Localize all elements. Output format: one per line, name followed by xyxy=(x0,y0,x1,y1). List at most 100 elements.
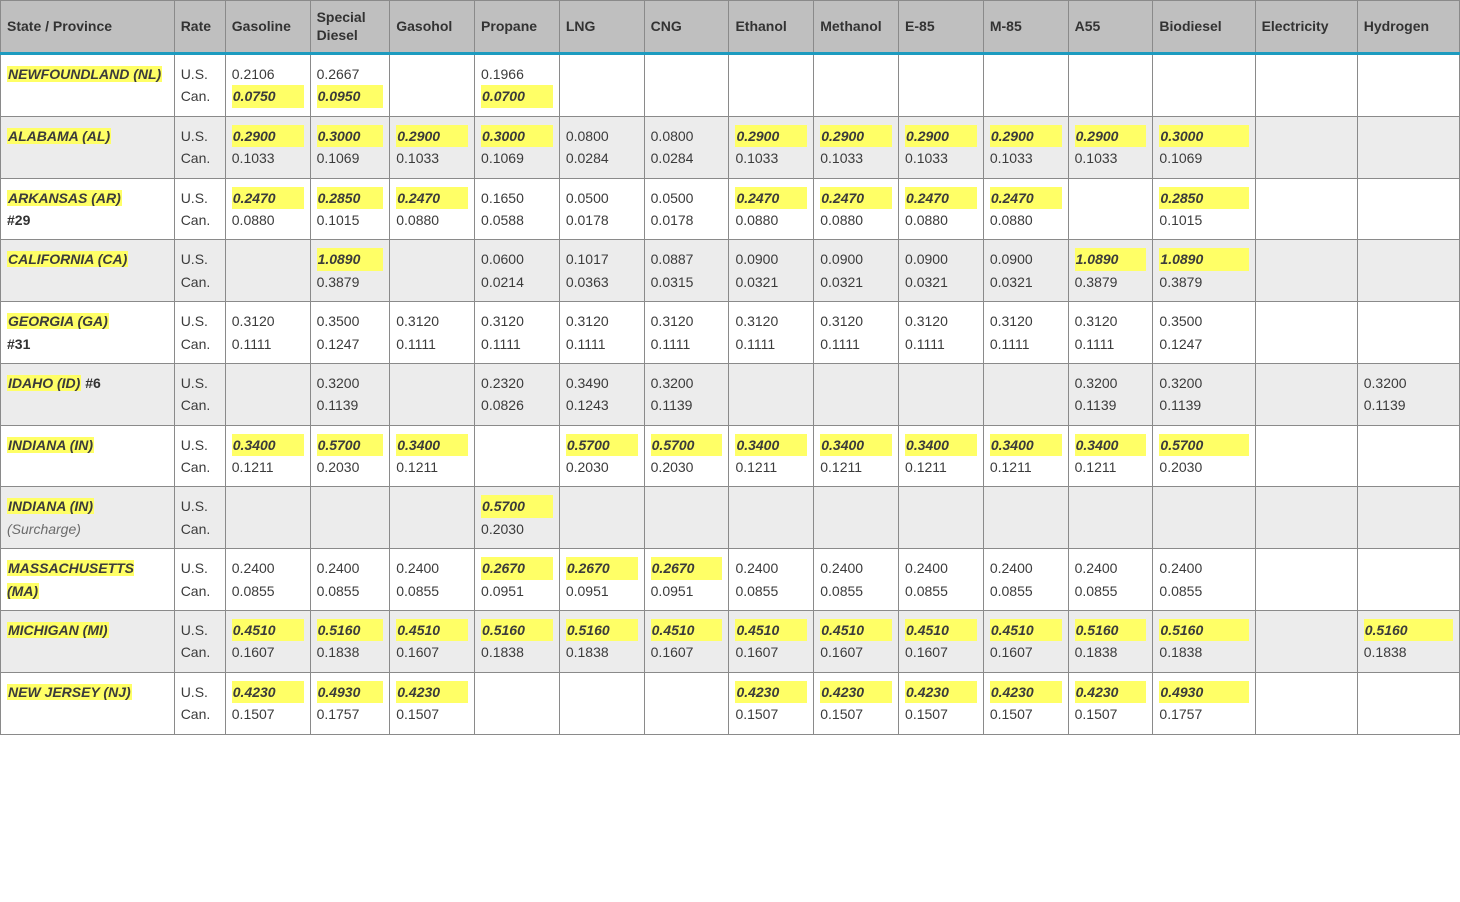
value-can: 0.2030 xyxy=(566,456,638,478)
fuel-cell-electricity xyxy=(1255,116,1357,178)
fuel-cell-gasoline: 0.21060.0750 xyxy=(225,54,310,117)
fuel-cell-methanol xyxy=(814,363,899,425)
fuel-cell-methanol: 0.09000.0321 xyxy=(814,240,899,302)
fuel-cell-m85: 0.09000.0321 xyxy=(983,240,1068,302)
rate-can-label: Can. xyxy=(181,703,219,725)
value-can: 0.0880 xyxy=(820,209,892,231)
value-us: 0.0500 xyxy=(566,187,638,209)
table-row: INDIANA (IN)U.S.Can.0.34000.12110.57000.… xyxy=(1,425,1460,487)
fuel-cell-gasohol: 0.24700.0880 xyxy=(390,178,475,240)
state-cell: IDAHO (ID) #6 xyxy=(1,363,175,425)
value-can: 0.1139 xyxy=(651,394,723,416)
fuel-cell-a55 xyxy=(1068,54,1153,117)
fuel-cell-a55: 0.51600.1838 xyxy=(1068,611,1153,673)
value-can: 0.0284 xyxy=(651,147,723,169)
value-can: 0.1838 xyxy=(566,641,638,663)
rate-cell: U.S.Can. xyxy=(174,611,225,673)
rate-us-label: U.S. xyxy=(181,63,219,85)
rate-cell: U.S.Can. xyxy=(174,549,225,611)
col-gasohol: Gasohol xyxy=(390,1,475,54)
fuel-cell-cng xyxy=(644,54,729,117)
value-us: 0.2400 xyxy=(905,557,977,579)
rate-can-label: Can. xyxy=(181,394,219,416)
fuel-cell-biodiesel: 1.08900.3879 xyxy=(1153,240,1255,302)
rate-us-label: U.S. xyxy=(181,619,219,641)
rate-us-label: U.S. xyxy=(181,557,219,579)
fuel-cell-a55: 0.34000.1211 xyxy=(1068,425,1153,487)
value-can: 0.1069 xyxy=(481,147,553,169)
fuel-cell-hydrogen xyxy=(1357,302,1459,364)
fuel-cell-cng: 0.26700.0951 xyxy=(644,549,729,611)
fuel-cell-gasoline xyxy=(225,363,310,425)
value-us: 0.3400 xyxy=(820,434,892,456)
value-can: 0.1211 xyxy=(820,456,892,478)
col-a55: A55 xyxy=(1068,1,1153,54)
fuel-cell-methanol: 0.24700.0880 xyxy=(814,178,899,240)
state-name: GEORGIA (GA) xyxy=(7,313,109,329)
value-can: 0.1111 xyxy=(396,333,468,355)
value-us: 0.5160 xyxy=(1159,619,1248,641)
value-us: 0.0800 xyxy=(651,125,723,147)
fuel-cell-lng: 0.51600.1838 xyxy=(559,611,644,673)
value-can: 0.1069 xyxy=(1159,147,1248,169)
value-can: 0.1033 xyxy=(232,147,304,169)
value-us: 0.5160 xyxy=(566,619,638,641)
value-us: 0.2900 xyxy=(1075,125,1147,147)
value-us: 0.5160 xyxy=(317,619,384,641)
rate-us-label: U.S. xyxy=(181,434,219,456)
state-extra: #6 xyxy=(85,375,101,391)
value-can: 0.1507 xyxy=(735,703,807,725)
value-can: 0.0855 xyxy=(232,580,304,602)
fuel-cell-gasoline: 0.45100.1607 xyxy=(225,611,310,673)
fuel-cell-gasohol xyxy=(390,363,475,425)
value-can: 0.1247 xyxy=(317,333,384,355)
fuel-cell-m85: 0.34000.1211 xyxy=(983,425,1068,487)
table-row: NEWFOUNDLAND (NL)U.S.Can.0.21060.07500.2… xyxy=(1,54,1460,117)
value-can: 0.2030 xyxy=(651,456,723,478)
value-us: 0.4510 xyxy=(651,619,723,641)
value-us: 0.4510 xyxy=(232,619,304,641)
value-us: 0.4510 xyxy=(990,619,1062,641)
value-can: 0.1033 xyxy=(1075,147,1147,169)
value-can: 0.1211 xyxy=(990,456,1062,478)
fuel-cell-a55: 0.24000.0855 xyxy=(1068,549,1153,611)
value-can: 0.0855 xyxy=(396,580,468,602)
value-can: 0.1015 xyxy=(1159,209,1248,231)
value-us: 0.3120 xyxy=(990,310,1062,332)
fuel-cell-e85 xyxy=(899,487,984,549)
rate-can-label: Can. xyxy=(181,580,219,602)
table-row: MASSACHUSETTS (MA)U.S.Can.0.24000.08550.… xyxy=(1,549,1460,611)
fuel-cell-methanol: 0.42300.1507 xyxy=(814,672,899,734)
fuel-cell-hydrogen xyxy=(1357,672,1459,734)
value-can: 0.2030 xyxy=(481,518,553,540)
rate-us-label: U.S. xyxy=(181,681,219,703)
value-us: 0.0887 xyxy=(651,248,723,270)
fuel-cell-biodiesel: 0.28500.1015 xyxy=(1153,178,1255,240)
value-us: 0.5160 xyxy=(481,619,553,641)
rate-cell: U.S.Can. xyxy=(174,240,225,302)
value-us: 1.0890 xyxy=(317,248,384,270)
state-extra: #31 xyxy=(7,336,30,352)
fuel-cell-spdiesel: 0.57000.2030 xyxy=(310,425,390,487)
value-can: 0.1607 xyxy=(396,641,468,663)
value-us: 0.2667 xyxy=(317,63,384,85)
value-can: 0.1607 xyxy=(735,641,807,663)
fuel-cell-cng: 0.32000.1139 xyxy=(644,363,729,425)
value-can: 0.0855 xyxy=(317,580,384,602)
col-spdiesel: Special Diesel xyxy=(310,1,390,54)
value-us: 0.2400 xyxy=(990,557,1062,579)
fuel-cell-a55: 0.31200.1111 xyxy=(1068,302,1153,364)
fuel-cell-a55 xyxy=(1068,487,1153,549)
fuel-cell-e85: 0.24000.0855 xyxy=(899,549,984,611)
fuel-cell-cng: 0.31200.1111 xyxy=(644,302,729,364)
fuel-cell-electricity xyxy=(1255,672,1357,734)
fuel-cell-ethanol xyxy=(729,487,814,549)
rate-can-label: Can. xyxy=(181,456,219,478)
value-us: 0.2850 xyxy=(317,187,384,209)
fuel-cell-propane xyxy=(475,425,560,487)
table-row: ALABAMA (AL)U.S.Can.0.29000.10330.30000.… xyxy=(1,116,1460,178)
fuel-cell-a55: 0.29000.1033 xyxy=(1068,116,1153,178)
table-row: NEW JERSEY (NJ)U.S.Can.0.42300.15070.493… xyxy=(1,672,1460,734)
fuel-cell-spdiesel: 0.24000.0855 xyxy=(310,549,390,611)
fuel-cell-hydrogen xyxy=(1357,487,1459,549)
